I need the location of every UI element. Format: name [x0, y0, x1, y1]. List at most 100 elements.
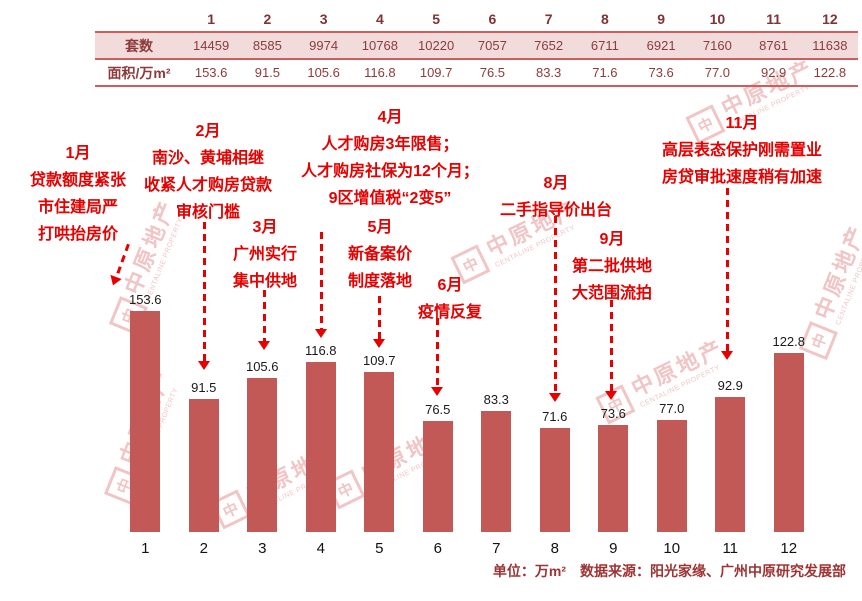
annotation-line: 集中供地 [232, 273, 297, 290]
x-axis-label: 5 [375, 540, 384, 557]
annotation-line: 打哄抬房价 [37, 226, 118, 243]
bar-value-label: 109.7 [362, 353, 396, 369]
arrow-head-icon [431, 387, 443, 396]
area-cell: 71.6 [592, 65, 618, 80]
annotation-arrow-apr [315, 232, 327, 338]
annotation-jun: 6月 疫情反复 [410, 272, 490, 326]
bar-group: 91.5 [175, 292, 234, 532]
table-units-row: 套数 14459 8585 9974 10768 10220 7057 7652 6711 69… [95, 33, 858, 60]
unit-label: 单位：万m² [492, 563, 566, 579]
bar [364, 372, 395, 532]
area-cell: 92.9 [760, 65, 787, 80]
month-header-cell: 5 [432, 10, 441, 27]
bar-group: 73.6 [584, 292, 643, 532]
annotation-line: 制度落地 [347, 273, 412, 290]
bar [247, 378, 278, 532]
month-header-cells: 1 2 3 4 5 6 7 8 9 10 11 12 [183, 11, 858, 27]
month-header-cell: 1 [207, 10, 216, 27]
x-axis-label: 7 [492, 540, 501, 557]
arrow-line [319, 232, 323, 329]
annotation-nov: 11月 高层表态保护刚需置业 房贷审批速度稍有加速 [652, 110, 832, 191]
bars-row: 153.6 91.5 105.6 116.8 109.7 76.5 83.3 71.6 73.6… [116, 292, 818, 532]
bar-value-label: 91.5 [191, 379, 217, 395]
annotation-jan: 1月 贷款额度紧张 市住建局严 打哄抬房价 [8, 140, 148, 248]
annotation-arrow-aug [549, 216, 561, 402]
bar [773, 353, 804, 532]
bar-group: 77.0 [643, 292, 702, 532]
annotation-line: 9区增值税“2变5” [328, 190, 452, 207]
bar-value-label: 73.6 [600, 405, 626, 421]
bar-value-label: 122.8 [772, 334, 806, 350]
area-cell: 122.8 [813, 65, 847, 80]
arrow-head-icon [373, 339, 385, 348]
annotation-month: 11月 [725, 115, 759, 132]
area-cell: 105.6 [307, 65, 340, 80]
area-cell: 91.5 [254, 65, 281, 80]
annotation-line: 第二批供地 [571, 258, 652, 275]
arrow-line [435, 318, 439, 387]
annotation-line: 人才购房社保为12个月； [301, 163, 479, 180]
annotation-sep: 9月 第二批供地 大范围流拍 [560, 226, 664, 307]
area-cells: 153.6 91.5 105.6 116.8 109.7 76.5 83.3 71.6 73.6… [183, 65, 858, 80]
annotation-month: 3月 [252, 219, 278, 236]
bar-group: 122.8 [760, 292, 819, 532]
area-cell: 83.3 [535, 65, 562, 80]
units-cell: 9974 [309, 38, 339, 53]
annotation-month: 5月 [367, 219, 393, 236]
arrow-line [262, 290, 266, 341]
annotation-month: 1月 [65, 145, 91, 162]
x-axis-label: 1 [141, 540, 150, 557]
annotation-line: 市住建局严 [37, 199, 118, 216]
month-header-cell: 11 [766, 10, 782, 27]
annotation-feb: 2月 南沙、黄埔相继 收紧人才购房贷款 审核门槛 [138, 118, 278, 226]
units-cell: 10220 [418, 38, 455, 53]
month-header-cell: 8 [600, 10, 609, 27]
units-cell: 7652 [534, 38, 564, 53]
bar-value-label: 105.6 [245, 359, 279, 375]
bar-group: 109.7 [350, 292, 409, 532]
area-cell: 116.8 [364, 65, 396, 80]
area-row-label: 面积/万m² [107, 64, 171, 81]
bar [422, 420, 453, 532]
table-month-row: 1 2 3 4 5 6 7 8 9 10 11 12 [95, 6, 858, 33]
annotation-line: 南沙、黄埔相继 [151, 150, 264, 167]
annotation-month: 8月 [543, 175, 569, 192]
annotation-mar: 3月 广州实行 集中供地 [206, 214, 324, 295]
arrow-head-icon [605, 391, 617, 400]
units-cell: 14459 [193, 38, 230, 53]
annotation-arrow-may [373, 296, 385, 348]
annotation-arrow-mar [258, 290, 270, 350]
x-axis: 1 2 3 4 5 6 7 8 9 10 11 12 [116, 540, 818, 557]
annotation-apr: 4月 人才购房3年限售； 人才购房社保为12个月； 9区增值税“2变5” [293, 104, 487, 212]
month-header-cell: 9 [657, 10, 666, 27]
annotation-aug: 8月 二手指导价出台 [478, 170, 634, 224]
x-axis-label: 10 [663, 540, 681, 557]
annotation-line: 大范围流拍 [571, 285, 652, 302]
area-cell: 73.6 [648, 65, 674, 80]
annotation-month: 4月 [377, 109, 403, 126]
area-cell: 109.7 [419, 65, 453, 80]
area-cell: 76.5 [479, 65, 506, 80]
annotation-line: 高层表态保护刚需置业 [661, 142, 822, 159]
arrow-line [377, 296, 381, 339]
annotation-arrow-nov [721, 188, 733, 360]
x-axis-label: 4 [316, 540, 325, 557]
annotation-line: 审核门槛 [175, 204, 240, 221]
watermark-cn-text: 中原地产 [810, 220, 862, 323]
arrow-head-icon [315, 329, 327, 338]
bar-value-label: 83.3 [483, 391, 509, 407]
arrow-line [553, 216, 557, 393]
arrow-head-icon [549, 393, 561, 402]
units-cell: 7160 [702, 38, 732, 53]
annotation-arrow-jun [431, 318, 443, 396]
units-cell: 8585 [252, 38, 282, 53]
arrow-head-icon [258, 341, 270, 350]
area-cell: 77.0 [704, 65, 731, 80]
units-cell: 6921 [646, 38, 676, 53]
annotation-arrow-feb [198, 222, 210, 370]
units-cell: 11638 [812, 38, 848, 53]
arrow-line [609, 300, 613, 391]
bar [539, 427, 570, 532]
bar-group: 83.3 [467, 292, 526, 532]
annotation-month: 2月 [195, 123, 221, 140]
